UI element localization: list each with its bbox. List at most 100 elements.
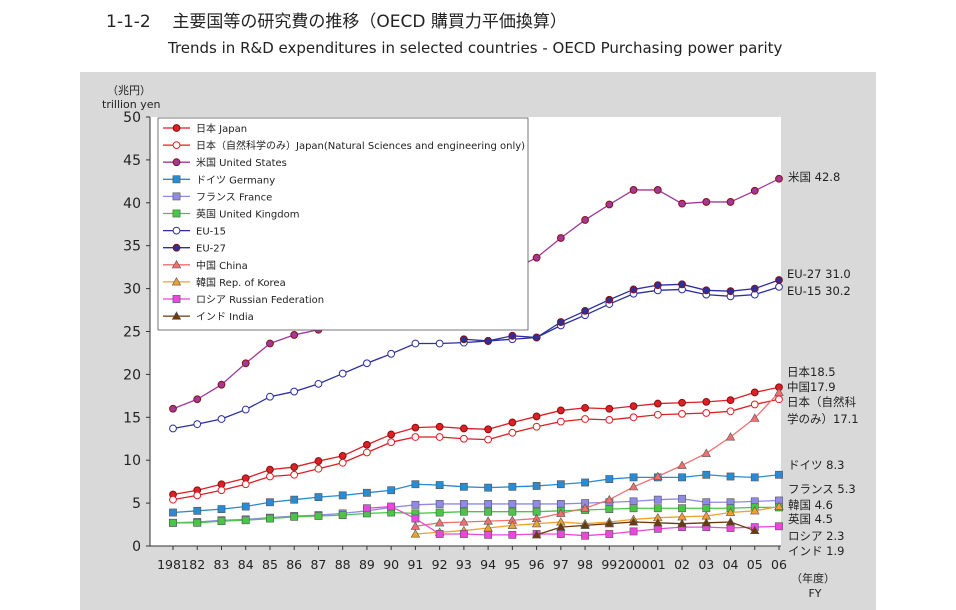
x-tick-label: 83 <box>214 557 230 572</box>
data-point <box>532 500 541 508</box>
data-point <box>314 457 323 465</box>
data-point <box>653 504 662 513</box>
data-point <box>629 527 638 536</box>
data-point <box>363 504 371 513</box>
data-point <box>556 522 566 531</box>
data-point <box>459 517 469 526</box>
data-point <box>605 415 614 424</box>
data-point <box>387 502 396 511</box>
data-point <box>581 403 589 412</box>
series-line <box>463 279 780 342</box>
data-point <box>532 253 541 262</box>
data-point <box>363 448 371 457</box>
x-tick-label: 04 <box>723 557 739 572</box>
data-point <box>653 495 662 504</box>
x-tick-label: 01 <box>650 557 666 572</box>
data-point <box>556 508 566 517</box>
x-tick-label: 1981 <box>157 557 189 572</box>
legend-item: 中国 China <box>163 259 248 272</box>
data-point <box>484 500 493 508</box>
data-point <box>459 434 468 443</box>
data-point <box>217 517 226 526</box>
data-point <box>604 518 615 528</box>
data-point <box>701 448 711 457</box>
data-point <box>411 480 420 489</box>
data-point <box>508 500 517 508</box>
legend-label: フランス France <box>196 191 272 203</box>
data-point <box>653 186 662 194</box>
data-point <box>290 387 299 396</box>
data-point <box>241 359 250 368</box>
data-point <box>628 517 639 526</box>
data-point <box>484 483 493 492</box>
legend-item: インド India <box>163 311 254 323</box>
x-tick-label: 87 <box>310 557 326 572</box>
x-tick-label: 94 <box>480 557 496 572</box>
data-point <box>193 506 202 515</box>
data-point <box>435 481 444 489</box>
x-tick-label: 95 <box>504 557 520 572</box>
legend-label: EU-15 <box>196 227 226 238</box>
data-point <box>750 186 759 195</box>
legend-item: 日本（自然科学のみ）Japan(Natural Sciences and eng… <box>163 139 525 152</box>
data-point <box>508 428 517 437</box>
data-point <box>556 406 565 415</box>
data-point <box>314 512 323 520</box>
data-point <box>411 433 420 441</box>
data-point <box>702 397 711 406</box>
x-tick-label: 85 <box>262 557 278 572</box>
end-label: 日本（自然科 <box>787 395 856 409</box>
data-point <box>678 473 686 482</box>
data-point <box>702 409 711 417</box>
data-point <box>726 287 735 296</box>
data-point <box>459 507 468 516</box>
x-tick-label: 93 <box>456 557 472 572</box>
data-point <box>459 335 468 344</box>
data-point <box>459 530 468 538</box>
data-point <box>314 379 323 388</box>
legend-item: 日本 Japan <box>163 122 247 135</box>
data-point <box>726 198 735 206</box>
data-point <box>338 511 347 520</box>
data-point <box>508 530 517 539</box>
series-line <box>536 521 755 536</box>
series-11 <box>531 517 760 539</box>
data-point <box>556 480 565 489</box>
data-point <box>653 471 663 481</box>
data-point <box>629 402 638 411</box>
data-point <box>629 473 638 482</box>
data-point <box>411 500 420 509</box>
x-axis-unit-jp: （年度） <box>791 571 835 585</box>
series-line <box>172 386 780 496</box>
data-point <box>387 430 396 439</box>
legend: 日本 Japan 日本（自然科学のみ）Japan(Natural Sciences… <box>157 117 529 331</box>
series-line <box>366 505 780 537</box>
legend-item: フランス France <box>163 191 272 203</box>
series-0 <box>169 383 783 499</box>
x-axis-unit-en: FY <box>808 587 821 600</box>
data-point <box>556 234 565 242</box>
x-tick-label: 06 <box>771 557 787 572</box>
data-point <box>169 518 177 527</box>
data-point <box>653 410 662 419</box>
data-point <box>172 243 181 252</box>
figure-title: 1-1-2 主要国等の研究費の推移（OECD 購買力平価換算） <box>106 7 567 32</box>
series-3 <box>169 470 783 517</box>
y-tick-label: 20 <box>123 367 141 383</box>
series-7 <box>459 276 783 345</box>
data-point <box>750 284 759 293</box>
data-point <box>172 295 181 303</box>
data-point <box>750 525 760 535</box>
legend-label: 日本（自然科学のみ）Japan(Natural Sciences and eng… <box>196 139 525 152</box>
y-tick-label: 40 <box>123 196 141 212</box>
data-point <box>629 186 638 194</box>
legend-label: 日本 Japan <box>196 122 247 135</box>
x-tick-label: 03 <box>698 557 714 572</box>
end-labels: 米国 42.8 EU-27 31.0 EU-15 30.2 日本18.5中国17.9日… <box>787 170 859 558</box>
data-point <box>701 518 711 527</box>
data-point <box>217 380 226 389</box>
data-point <box>172 124 181 132</box>
data-point <box>217 415 226 423</box>
y-axis-unit-en: trillion yen <box>102 98 161 111</box>
data-point <box>678 199 686 208</box>
